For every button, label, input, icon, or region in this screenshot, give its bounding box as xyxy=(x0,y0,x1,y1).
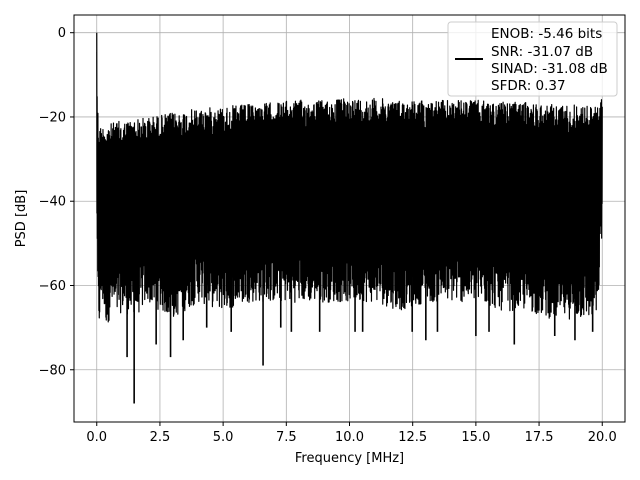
y-tick-label: −20 xyxy=(39,110,66,125)
y-tick-label: −60 xyxy=(39,279,66,294)
legend: ENOB: -5.46 bits SNR: -31.07 dB SINAD: -… xyxy=(447,21,618,97)
legend-text-sfdr: SFDR: 0.37 xyxy=(491,78,566,94)
y-axis-label: PSD [dB] xyxy=(14,190,29,248)
y-tick-label: −40 xyxy=(39,195,66,210)
spectrum-line xyxy=(96,32,603,323)
spectrum-series xyxy=(96,32,603,404)
y-tick-label: −80 xyxy=(39,363,66,378)
x-tick-label: 7.5 xyxy=(276,430,297,445)
x-tick-label: 15.0 xyxy=(461,430,490,445)
legend-text-enob: ENOB: -5.46 bits xyxy=(491,26,602,42)
x-tick-label: 2.5 xyxy=(150,430,171,445)
y-ticks: 0 −20 −40 −60 −80 xyxy=(39,26,74,378)
x-tick-label: 0.0 xyxy=(86,430,107,445)
x-axis-label: Frequency [MHz] xyxy=(295,451,404,466)
x-tick-label: 17.5 xyxy=(525,430,554,445)
x-ticks: 0.0 2.5 5.0 7.5 10.0 12.5 15.0 17.5 20.0 xyxy=(86,422,617,445)
legend-text-sinad: SINAD: -31.08 dB xyxy=(491,61,608,77)
y-tick-label: 0 xyxy=(58,26,66,41)
x-tick-label: 5.0 xyxy=(213,430,234,445)
x-tick-label: 20.0 xyxy=(588,430,617,445)
legend-text-snr: SNR: -31.07 dB xyxy=(491,44,593,60)
x-tick-label: 12.5 xyxy=(398,430,427,445)
x-tick-label: 10.0 xyxy=(335,430,364,445)
legend-box xyxy=(447,21,618,97)
